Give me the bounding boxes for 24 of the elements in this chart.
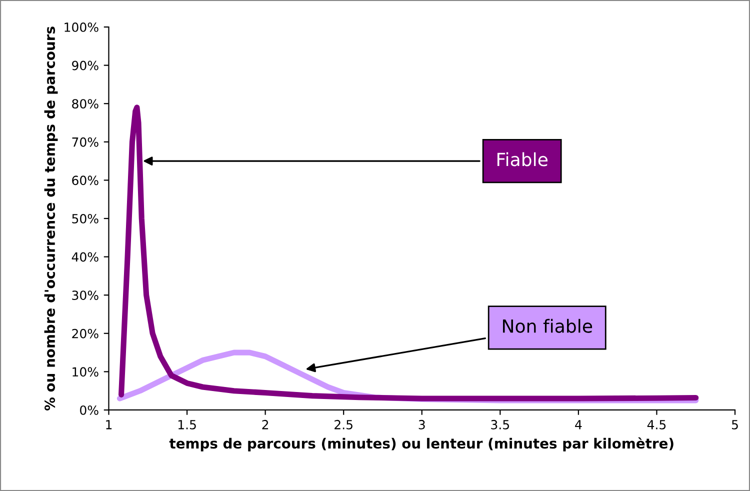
y-tick-label: 20%: [72, 328, 98, 338]
x-tick-label: 3: [418, 420, 425, 430]
text: Fiable: [497, 152, 548, 166]
y-tick-label: 30%: [72, 290, 98, 300]
text: Non fiable: [503, 318, 592, 333]
y-tick-label: 0%: [80, 405, 98, 415]
x-tick-label: 5: [732, 420, 738, 430]
y-axis-title: % ou nombre d'occurrence du temps de parcours: [44, 26, 58, 411]
y-tick-label: 80%: [72, 99, 98, 109]
x-axis-title: temps de parcours (minutes) ou lenteur (minutes par kilomètre): [169, 437, 674, 452]
y-tick-label: 90%: [72, 60, 98, 70]
x-tick-label: 3.5: [491, 420, 510, 430]
x-tick-label: 1: [106, 420, 112, 430]
y-tick-label: 40%: [72, 252, 98, 262]
y-tick-label: 10%: [72, 367, 98, 377]
x-tick-label: 1.5: [178, 420, 196, 430]
x-tick-label: 2: [262, 420, 268, 430]
x-tick-label: 2.5: [334, 420, 352, 430]
x-tick-label: 4: [575, 420, 582, 430]
x-tick-label: 4.5: [647, 420, 666, 430]
y-tick-label: 100%: [64, 22, 98, 32]
y-tick-label: 70%: [72, 137, 98, 147]
y-tick-label: 50%: [72, 214, 98, 224]
y-tick-label: 60%: [72, 176, 98, 186]
